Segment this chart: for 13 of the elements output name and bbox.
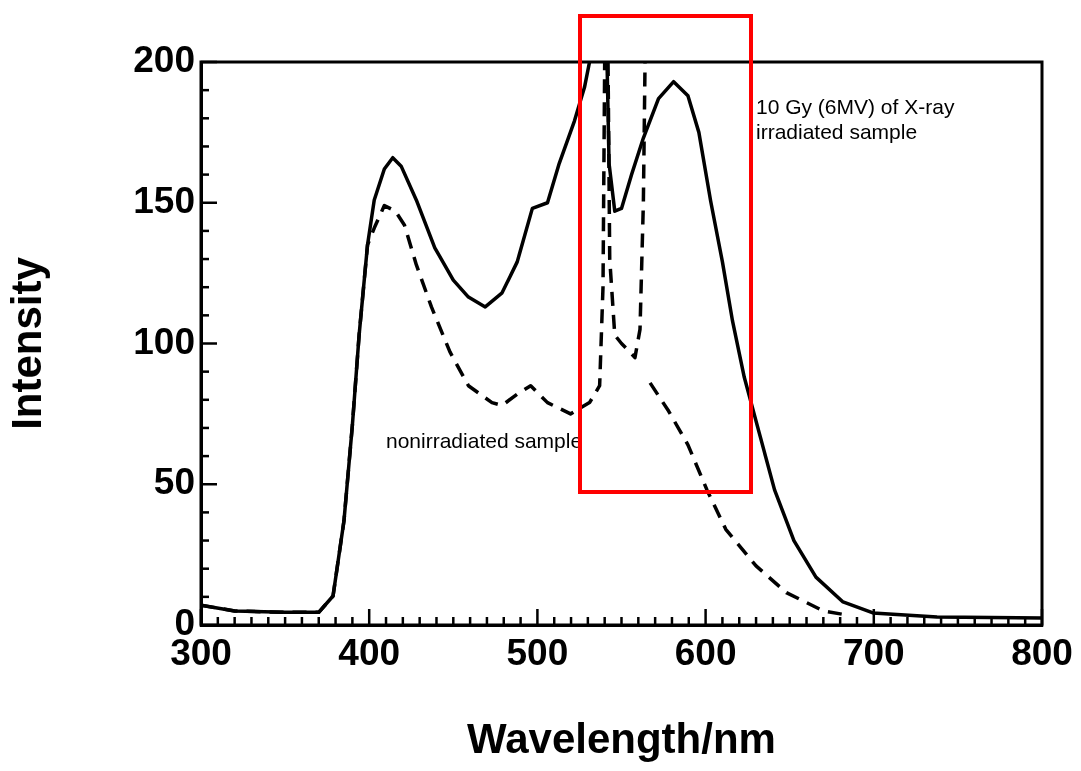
x-tick-label: 500	[506, 632, 569, 674]
y-tick-label: 200	[133, 39, 195, 81]
x-axis-title: Wavelength/nm	[467, 715, 776, 763]
y-tick-label: 100	[133, 320, 195, 362]
x-tick-label: 800	[1011, 632, 1073, 674]
x-tick-label: 700	[842, 632, 905, 674]
y-tick-label: 50	[153, 461, 195, 503]
series-label: nonirradiated sample	[386, 429, 583, 453]
y-axis-title: Intensity	[2, 256, 50, 430]
text: 10 Gy (6MV) of X-ray irradiated sample	[756, 95, 955, 144]
x-tick-label: 400	[338, 632, 401, 674]
y-tick-label: 150	[133, 179, 195, 221]
x-tick-label: 600	[674, 632, 737, 674]
